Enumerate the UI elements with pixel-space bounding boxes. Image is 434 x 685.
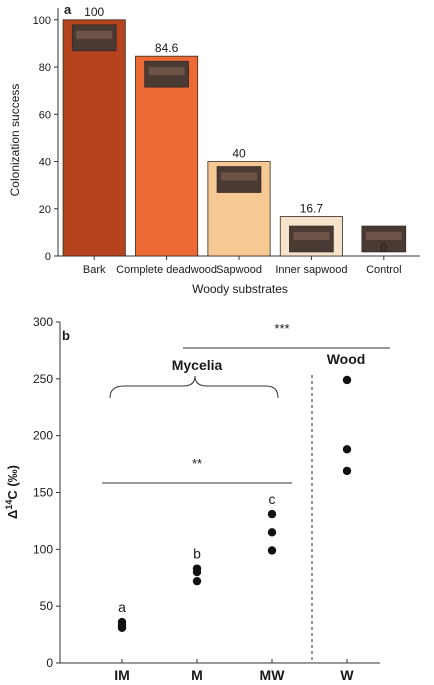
y-tick-label: 200 xyxy=(33,429,53,443)
panel-a-y-label: Colonization success xyxy=(8,84,22,197)
substrate-photo-texture xyxy=(221,172,257,181)
panel-a: a 0 20 40 60 80 100 100 84.6 40 16.7 0 Bark Comple… xyxy=(8,2,420,296)
substrate-photo-texture xyxy=(365,232,402,240)
data-point xyxy=(192,567,202,577)
y-tick-label: 20 xyxy=(39,204,51,216)
wood-group-label: Wood xyxy=(327,351,366,367)
bar xyxy=(135,55,199,257)
y-tick-label: 100 xyxy=(33,542,53,556)
x-tick-label: Control xyxy=(366,264,401,276)
bar-value-label: 84.6 xyxy=(155,41,179,55)
panel-b-y-label: Δ14C (‰) xyxy=(4,465,20,519)
data-point xyxy=(192,576,202,586)
x-tick-label: Complete deadwood xyxy=(116,264,217,276)
y-tick-label: 40 xyxy=(39,157,51,169)
substrate-photo-texture xyxy=(148,67,185,76)
x-tick-label: W xyxy=(340,667,354,683)
significance-top-stars: *** xyxy=(274,321,289,336)
panel-b-y-ticks: 0 50 100 150 200 250 300 xyxy=(33,315,60,670)
y-tick-label: 100 xyxy=(33,15,51,27)
panel-b: b 0 50 100 150 200 250 300 IM M MW W *** ** Mycel… xyxy=(4,315,390,683)
x-tick-label: Sapwood xyxy=(216,264,262,276)
panel-a-y-ticks: 0 20 40 60 80 100 xyxy=(33,15,58,263)
mycelia-group-label: Mycelia xyxy=(172,357,223,373)
y-tick-label: 250 xyxy=(33,372,53,386)
substrate-photo-texture xyxy=(293,232,330,240)
x-tick-label: Inner sapwood xyxy=(275,264,347,276)
y-label-suffix: C (‰) xyxy=(5,465,20,500)
y-tick-label: 150 xyxy=(33,486,53,500)
substrate-photo-texture xyxy=(76,30,113,39)
x-tick-label: IM xyxy=(114,667,130,683)
group-letter: c xyxy=(269,491,276,507)
bar-value-label: 16.7 xyxy=(300,202,324,216)
panel-b-group-letters: a b c xyxy=(118,491,275,615)
panel-a-x-ticks: Bark Complete deadwood Sapwood Inner sapwoo… xyxy=(83,256,402,276)
y-tick-label: 0 xyxy=(46,656,53,670)
panel-a-bars: 100 84.6 40 16.7 0 xyxy=(62,5,407,257)
y-tick-label: 80 xyxy=(39,62,51,74)
data-point xyxy=(342,375,352,385)
x-tick-label: MW xyxy=(260,667,286,683)
panel-b-label: b xyxy=(62,328,70,343)
y-tick-label: 0 xyxy=(45,251,51,263)
y-tick-label: 300 xyxy=(33,315,53,329)
group-letter: b xyxy=(193,546,201,562)
panel-a-label: a xyxy=(64,2,72,17)
data-point xyxy=(117,623,127,632)
bar-value-label: 0 xyxy=(380,241,387,255)
bar xyxy=(62,19,126,257)
y-label-prefix: Δ xyxy=(5,510,20,519)
panel-b-points xyxy=(117,375,352,632)
data-point xyxy=(267,546,277,555)
panel-b-x-ticks: IM M MW W xyxy=(114,659,354,683)
panel-a-x-label: Woody substrates xyxy=(192,282,288,296)
significance-mid-stars: ** xyxy=(192,456,202,471)
x-tick-label: Bark xyxy=(83,264,106,276)
y-label-superscript: 14 xyxy=(4,500,14,510)
data-point xyxy=(267,509,277,519)
mycelia-brace xyxy=(109,375,279,399)
y-tick-label: 60 xyxy=(39,109,51,121)
y-tick-label: 50 xyxy=(40,599,54,613)
data-point xyxy=(342,466,352,476)
x-tick-label: M xyxy=(191,667,203,683)
data-point xyxy=(342,445,352,454)
bar-value-label: 100 xyxy=(84,5,104,19)
group-letter: a xyxy=(118,599,126,615)
bar-value-label: 40 xyxy=(232,147,246,161)
data-point xyxy=(267,528,277,537)
